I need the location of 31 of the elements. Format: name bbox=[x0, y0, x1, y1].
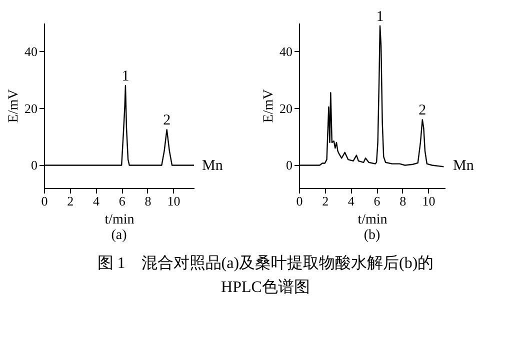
y-tick-label: 40 bbox=[24, 44, 38, 59]
y-tick-label: 40 bbox=[280, 44, 292, 59]
x-tick-label: 10 bbox=[167, 194, 180, 208]
x-tick-label: 0 bbox=[41, 194, 48, 208]
annotation: 1 bbox=[122, 68, 130, 85]
x-axis-title: t/min bbox=[104, 212, 134, 228]
y-tick-label: 20 bbox=[24, 100, 38, 116]
x-tick-label: 10 bbox=[422, 194, 436, 208]
annotation: Mn bbox=[453, 158, 474, 174]
annotation: Mn bbox=[202, 158, 224, 174]
x-tick-label: 4 bbox=[92, 194, 100, 208]
y-axis-title: E/mV bbox=[6, 89, 22, 123]
text: (b) bbox=[364, 228, 380, 243]
x-tick-label: 8 bbox=[144, 194, 152, 208]
annotation: 2 bbox=[163, 112, 171, 129]
annotation: 2 bbox=[418, 102, 426, 119]
y-tick-label: 0 bbox=[286, 158, 292, 173]
x-tick-label: 8 bbox=[400, 194, 406, 208]
x-tick-label: 4 bbox=[348, 194, 355, 208]
x-tick-label: 2 bbox=[322, 194, 329, 208]
x-tick-label: 0 bbox=[296, 194, 303, 208]
text: (a) bbox=[111, 228, 128, 243]
y-axis-title: E/mV bbox=[262, 89, 276, 123]
x-tick-label: 6 bbox=[118, 194, 126, 208]
x-axis-title: t/min bbox=[358, 212, 388, 228]
x-tick-label: 2 bbox=[67, 194, 74, 208]
caption: 图 1 混合对照品(a)及桑叶提取物酸水解后(b)的HPLC色谱图 bbox=[96, 254, 435, 298]
y-tick-label: 0 bbox=[31, 158, 38, 173]
x-tick-label: 6 bbox=[374, 194, 381, 208]
annotation: 1 bbox=[376, 8, 384, 25]
y-tick-label: 20 bbox=[280, 100, 292, 116]
